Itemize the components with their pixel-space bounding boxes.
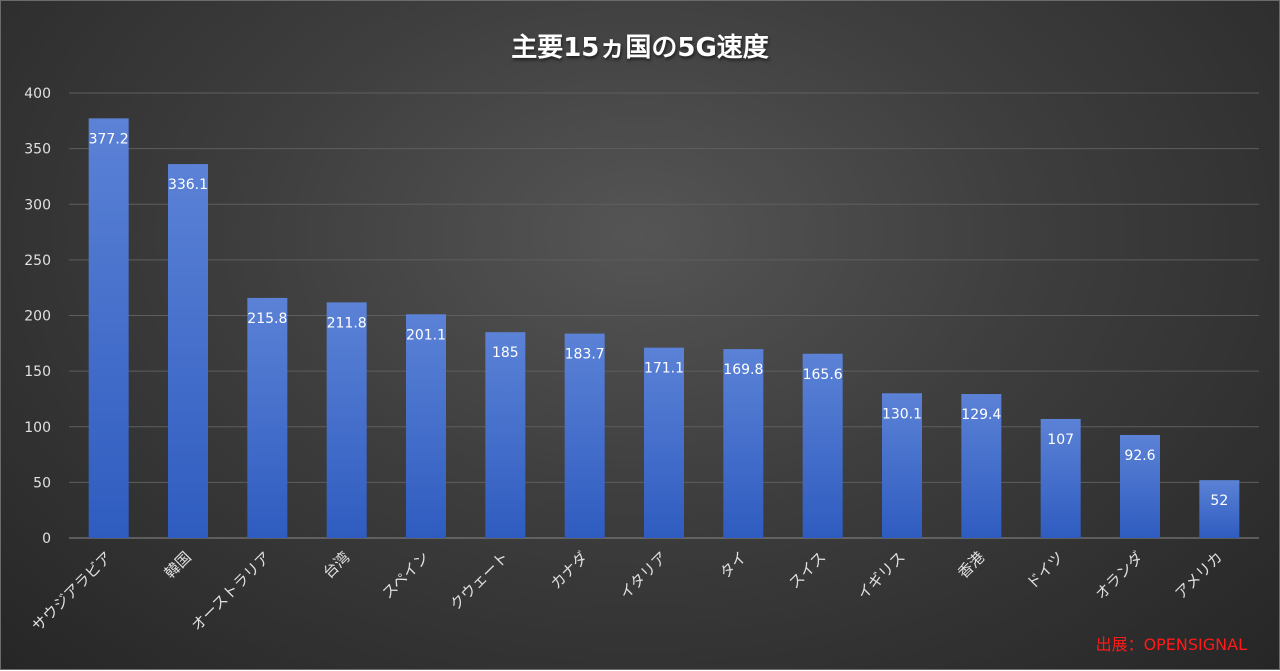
bar [1040, 418, 1081, 538]
data-label: 169.8 [723, 362, 763, 378]
bar [406, 314, 446, 538]
bar [1120, 434, 1160, 538]
data-label: 165.6 [803, 367, 843, 383]
y-axis: 0 50 100 150 200 250 300 350 400 [24, 86, 51, 547]
data-label: 336.1 [168, 177, 208, 193]
bar [802, 353, 843, 538]
x-axis: サウジアラビア 韓国オーストラリア 台湾 スペイン クウェート カナダ イタリア タイ スイスイ… [29, 548, 1227, 635]
data-label: 52 [1210, 493, 1228, 509]
bar [326, 302, 367, 538]
y-tick-label: 400 [24, 86, 51, 102]
x-tick-label: タイ [716, 548, 750, 582]
x-tick-label: 香港 [954, 548, 988, 582]
bar [644, 347, 684, 538]
x-tick-label: イギリス [854, 548, 909, 603]
data-label: 377.2 [89, 131, 129, 147]
x-tick-label: アメリカ [1172, 548, 1227, 603]
x-tick-label: カナダ [547, 548, 592, 593]
bar [961, 394, 1002, 538]
bar [168, 164, 208, 538]
bar [88, 118, 129, 539]
x-tick-label: オランダ [1092, 548, 1147, 603]
bars [88, 118, 1240, 539]
data-label: 130.1 [882, 406, 922, 422]
y-tick-label: 250 [24, 253, 51, 269]
y-tick-label: 100 [24, 420, 51, 436]
data-label: 129.4 [961, 407, 1001, 423]
data-label: 107 [1047, 432, 1074, 448]
bar [882, 393, 922, 538]
data-label: 185 [492, 345, 519, 361]
x-tick-label: スペイン [378, 548, 432, 602]
y-tick-label: 350 [24, 142, 51, 158]
data-label: 211.8 [327, 315, 367, 331]
data-label: 183.7 [565, 347, 605, 363]
y-tick-label: 150 [24, 364, 51, 380]
x-tick-label: 韓国 [161, 548, 195, 582]
x-tick-label: スイス [785, 548, 829, 592]
x-tick-label: イタリア [616, 548, 671, 603]
data-label: 215.8 [247, 311, 287, 327]
data-label: 171.1 [644, 361, 684, 377]
bar [723, 349, 764, 538]
y-tick-label: 0 [42, 531, 51, 547]
x-tick-label: サウジアラビア [29, 548, 116, 635]
bar [1199, 480, 1240, 538]
data-label: 201.1 [406, 327, 446, 343]
source-note: 出展：OPENSIGNAL [1095, 635, 1247, 654]
bar [564, 333, 605, 538]
x-tick-label: ドイツ [1023, 548, 1068, 593]
data-labels: 377.2 336.1 215.8 211.8 201.1 185 183.7 171.1 16… [89, 131, 1229, 509]
bar [247, 297, 288, 538]
x-tick-label: 台湾 [320, 548, 354, 582]
x-tick-label: クウェート [446, 548, 512, 614]
x-tick-label: オーストラリア [188, 548, 274, 634]
bar [485, 332, 526, 538]
y-tick-label: 300 [24, 197, 51, 213]
chart-title: 主要15ヵ国の5G速度 [511, 33, 769, 63]
data-label: 92.6 [1124, 448, 1155, 464]
y-tick-label: 200 [24, 309, 51, 325]
y-tick-label: 50 [33, 475, 51, 491]
